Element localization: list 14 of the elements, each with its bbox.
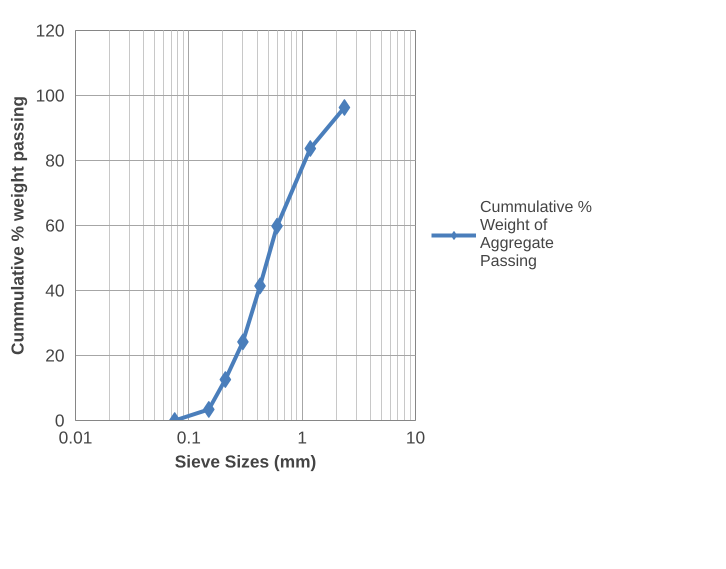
y-tick-label: 60 — [45, 216, 65, 236]
x-tick-label: 0.1 — [176, 428, 201, 448]
x-axis-title: Sieve Sizes (mm) — [174, 452, 316, 472]
x-tick-label: 0.01 — [58, 428, 92, 448]
y-tick-label: 0 — [54, 410, 65, 430]
x-tick-label: 1 — [297, 428, 307, 448]
legend-label: Cummulative % Weight of Aggregate Passing — [480, 199, 592, 271]
y-axis-title: Cummulative % weight passing — [8, 96, 28, 356]
y-tick-label: 20 — [45, 346, 65, 366]
y-tick-label: 40 — [45, 280, 65, 300]
y-tick-label: 80 — [45, 150, 65, 170]
y-tick-label: 100 — [36, 86, 65, 106]
x-tick-label: 10 — [406, 428, 426, 448]
y-tick-label: 120 — [36, 20, 65, 40]
